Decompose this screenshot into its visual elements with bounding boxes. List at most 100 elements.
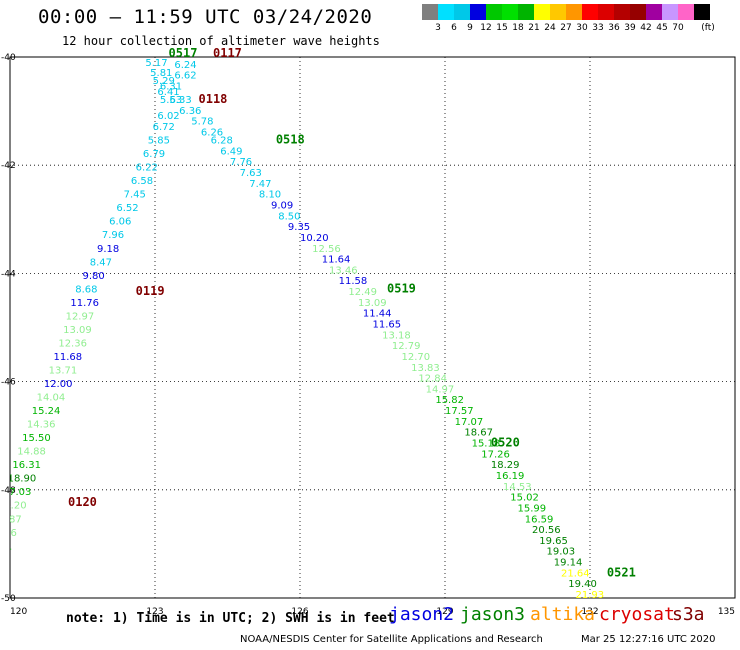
swh-value: 14.97 — [426, 384, 455, 395]
swh-value: 6.49 — [220, 146, 242, 157]
swh-value: 5.17 — [145, 58, 167, 69]
swh-value: 5.81 — [150, 68, 172, 79]
colorbar-label: 18 — [512, 23, 524, 33]
swh-value: 15.02 — [510, 493, 539, 504]
swh-value: 13.46 — [329, 265, 358, 276]
lon-tick-label: 120 — [10, 607, 27, 617]
swh-value: 7.96 — [102, 230, 124, 241]
colorbar-swatch — [422, 4, 438, 20]
swh-value: 7.76 — [230, 157, 252, 168]
colorbar-swatch — [518, 4, 534, 20]
swh-value: 12.00 — [44, 379, 73, 390]
swh-value: 6.79 — [143, 149, 165, 160]
swh-value: 12.79 — [392, 341, 421, 352]
swh-value: 14.53 — [503, 482, 532, 493]
swh-value: 19.03 — [547, 547, 576, 558]
colorbar-label: 70 — [672, 23, 684, 33]
swh-value: 8.10 — [259, 190, 281, 201]
swh-value: 9.35 — [288, 222, 310, 233]
swh-value: 7.63 — [240, 168, 262, 179]
swh-value: 11.64 — [322, 255, 351, 266]
swh-value: 21.93 — [576, 590, 605, 601]
generation-timestamp: Mar 25 12:27:16 UTC 2020 — [581, 634, 716, 645]
swh-value: 6.58 — [131, 176, 153, 187]
time-label: 0117 — [213, 46, 242, 60]
swh-value: 12.56 — [312, 244, 341, 255]
swh-value: 13.18 — [382, 330, 411, 341]
time-label: 0120 — [68, 495, 97, 509]
lon-tick-label: 135 — [718, 607, 735, 617]
swh-value: 5.78 — [191, 117, 213, 128]
colorbar-swatch — [502, 4, 518, 20]
swh-value: 13.83 — [411, 363, 440, 374]
swh-value: 12.49 — [348, 287, 377, 298]
swh-value: 12.84 — [418, 374, 447, 385]
swh-value: 6.52 — [116, 203, 138, 214]
colorbar-label: 6 — [451, 23, 457, 33]
colorbar-label: 24 — [544, 23, 556, 33]
swh-value: 18.29 — [491, 460, 520, 471]
swh-value: 9.09 — [271, 200, 293, 211]
time-label: 0119 — [136, 284, 165, 298]
swh-value: 12.97 — [66, 311, 95, 322]
colorbar-swatch — [646, 4, 662, 20]
colorbar-label: 15 — [496, 23, 508, 33]
swh-value: 11.68 — [54, 352, 83, 363]
colorbar-swatch — [598, 4, 614, 20]
colorbar-label: 27 — [560, 23, 572, 33]
swh-value: 17.07 — [455, 417, 484, 428]
swh-value: 14.88 — [17, 447, 46, 458]
swh-value: 6.62 — [174, 71, 196, 82]
swh-value: 13.36 — [0, 528, 17, 539]
colorbar-label: 33 — [592, 23, 604, 33]
swh-value: 6.26 — [201, 127, 223, 138]
lat-tick-label: -40 — [1, 53, 16, 63]
swh-value: 5.29 — [153, 76, 175, 87]
colorbar-swatch — [678, 4, 694, 20]
swh-value: 9.18 — [97, 244, 119, 255]
credit-line: NOAA/NESDIS Center for Satellite Applica… — [240, 634, 543, 645]
swh-value: 5.53 — [160, 95, 182, 106]
time-label: 0118 — [199, 92, 228, 106]
lat-tick-label: -48 — [1, 486, 16, 496]
swh-value: 6.72 — [153, 122, 175, 133]
satellite-legend-s3a: s3a — [672, 604, 705, 625]
colorbar-label: 9 — [467, 23, 473, 33]
swh-value: 7.45 — [124, 190, 146, 201]
colorbar-swatch — [550, 4, 566, 20]
swh-value: 6.22 — [136, 163, 158, 174]
map-subtitle: 12 hour collection of altimeter wave hei… — [62, 34, 380, 48]
time-label: 0519 — [387, 281, 416, 295]
swh-value: 17.26 — [481, 449, 510, 460]
satellite-legend-cryosat: cryosat — [599, 604, 675, 625]
swh-value: 15.50 — [22, 433, 51, 444]
colorbar-swatch — [662, 4, 678, 20]
swh-value: 5.85 — [148, 136, 170, 147]
colorbar-label: 39 — [624, 23, 636, 33]
swh-value: 8.68 — [75, 284, 97, 295]
swh-value: 18.67 — [464, 428, 493, 439]
colorbar-swatch — [534, 4, 550, 20]
colorbar-label: (ft) — [701, 23, 715, 33]
swh-points-layer: 5.15 6.24 5.175.81 6.625.296.316.415.536.33… — [0, 57, 605, 601]
swh-value: 11.65 — [373, 320, 402, 331]
lon-tick-label: 126 — [291, 607, 308, 617]
swh-value: 13.09 — [63, 325, 92, 336]
colorbar-label: 42 — [640, 23, 652, 33]
swh-value: 16.19 — [496, 471, 525, 482]
swh-value: 9.80 — [83, 271, 105, 282]
swh-value: 13.09 — [358, 298, 387, 309]
swh-value: 13.71 — [49, 365, 78, 376]
swh-value: 21.64 — [561, 568, 590, 579]
colorbar-swatch — [614, 4, 630, 20]
swh-value: 15.18 — [472, 439, 501, 450]
colorbar-swatch — [454, 4, 470, 20]
lon-tick-label: 132 — [581, 607, 598, 617]
colorbar-label: 45 — [656, 23, 668, 33]
time-label: 0517 — [169, 46, 198, 60]
swh-value: 6.24 — [174, 60, 196, 71]
swh-value: 6.02 — [157, 111, 179, 122]
time-label: 0518 — [276, 133, 305, 147]
lon-tick-label: 123 — [146, 607, 163, 617]
